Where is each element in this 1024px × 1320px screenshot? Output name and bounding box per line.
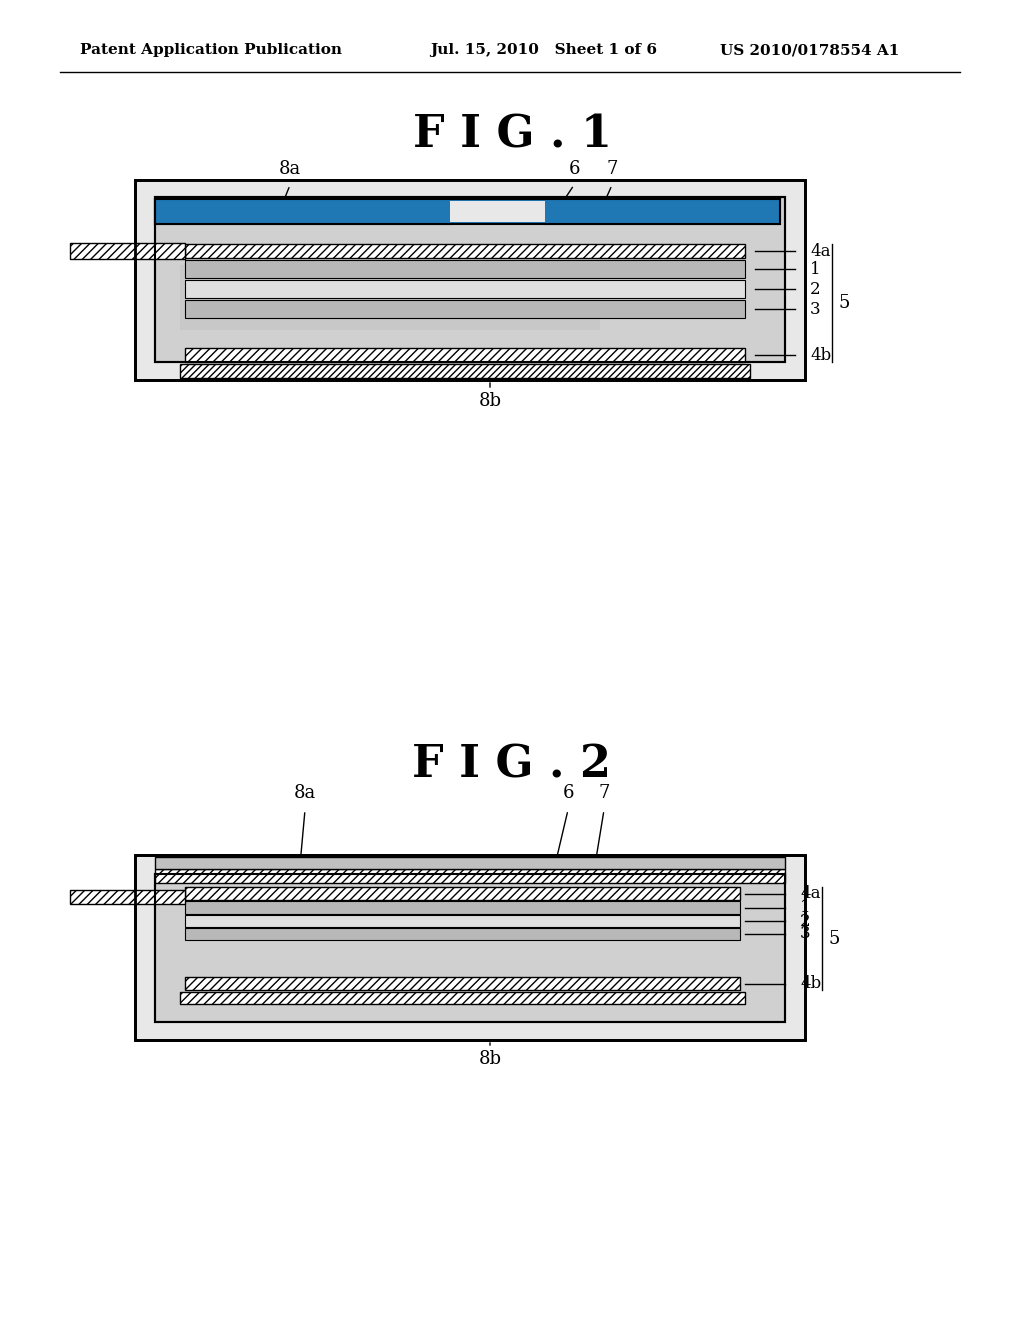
Text: 7: 7 [606,160,617,178]
Bar [185,260,745,279]
Text: 2: 2 [810,281,820,297]
Bar [185,300,745,318]
Text: 7: 7 [598,784,609,803]
Text: 4b: 4b [800,975,821,993]
Text: US 2010/0178554 A1: US 2010/0178554 A1 [720,44,899,57]
Text: 3: 3 [800,925,811,942]
Bar [452,199,543,224]
Bar [185,977,740,990]
Bar [135,855,805,1040]
Bar [155,197,785,362]
Text: 6: 6 [562,784,573,803]
Text: 5: 5 [828,931,840,948]
Bar [450,201,545,222]
Text: 1: 1 [800,899,811,916]
Text: 3: 3 [810,301,820,318]
Text: Jul. 15, 2010   Sheet 1 of 6: Jul. 15, 2010 Sheet 1 of 6 [430,44,657,57]
Text: 4b: 4b [810,346,831,363]
Bar [155,197,785,362]
Bar [155,874,785,1022]
Bar [135,180,805,380]
Bar [155,869,785,883]
Bar [155,857,785,869]
Bar [180,993,745,1005]
Text: 2: 2 [800,912,811,929]
Bar [155,874,785,1022]
Text: F I G . 1: F I G . 1 [413,114,611,157]
Bar [70,243,185,259]
Text: 8b: 8b [478,1049,502,1068]
Bar [185,244,745,257]
Bar [185,280,745,298]
Text: 6: 6 [568,160,580,178]
Text: F I G . 2: F I G . 2 [413,743,611,787]
Bar [180,364,750,378]
Bar [70,890,185,904]
Text: 1: 1 [810,260,820,277]
Bar [185,902,740,913]
Text: 4a: 4a [810,243,830,260]
Text: 8a: 8a [294,784,316,803]
Text: Patent Application Publication: Patent Application Publication [80,44,342,57]
Text: 8b: 8b [478,392,502,411]
Bar [155,199,450,224]
Text: 5: 5 [838,294,849,312]
Bar [185,915,740,927]
Text: 8a: 8a [279,160,301,178]
Bar [155,199,780,224]
Bar [180,265,600,330]
Text: 4a: 4a [800,886,820,903]
Bar [185,348,745,362]
Bar [135,180,805,380]
Bar [545,199,780,224]
Bar [185,928,740,940]
Bar [135,855,805,1040]
Bar [185,887,740,900]
